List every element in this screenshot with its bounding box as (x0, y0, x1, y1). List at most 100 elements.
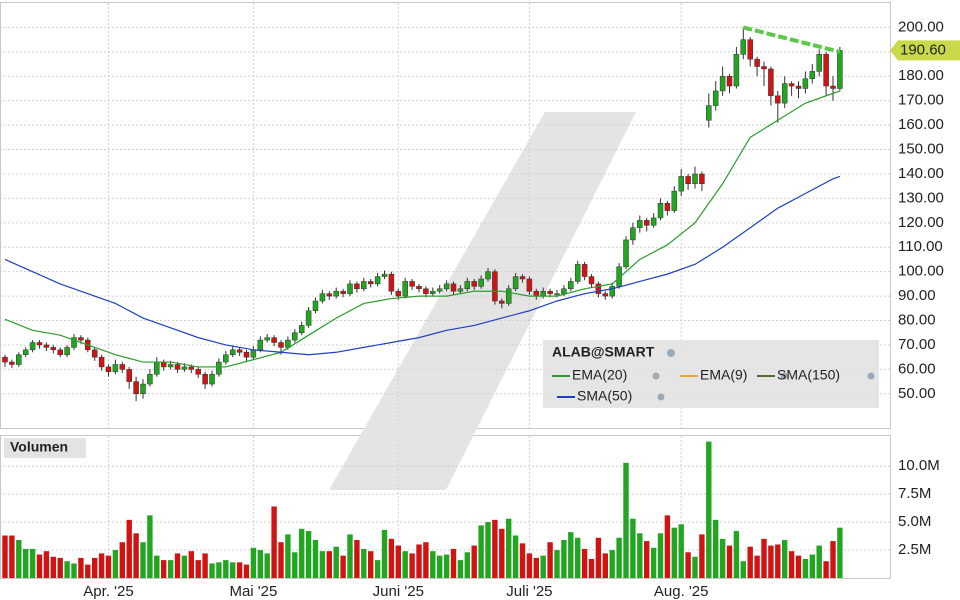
volume-bar (506, 518, 512, 578)
candle-body (830, 85, 836, 89)
legend-box (543, 340, 879, 408)
volume-bar (809, 554, 815, 578)
candle-body (754, 58, 760, 67)
candle-body (78, 337, 84, 341)
volume-bar (312, 539, 319, 578)
volume-bar (547, 542, 553, 578)
candle-body (257, 339, 264, 351)
volume-bar (85, 564, 91, 578)
volume-bar (43, 551, 50, 578)
volume-label-box (4, 438, 86, 458)
marks (2, 25, 843, 578)
legend-label: EMA(20) (572, 367, 627, 383)
volume-bar (788, 551, 795, 578)
legend-icon[interactable] (667, 349, 675, 357)
y-tick-label: 110.00 (898, 238, 943, 255)
volume-bar (699, 534, 705, 578)
candle-body (354, 283, 360, 290)
x-tick-label: Juni '25 (373, 583, 424, 600)
volume-bar (181, 555, 188, 578)
legend-toggle[interactable] (657, 393, 665, 401)
legend-toggle[interactable] (780, 372, 788, 380)
candle-body (574, 264, 581, 282)
volume-title: Volumen (10, 439, 68, 455)
volume-bar (98, 553, 105, 578)
candle-body (671, 190, 678, 211)
candle-body (264, 337, 270, 341)
candle-body (271, 337, 277, 343)
volume-bar (78, 557, 84, 578)
candle-body (29, 342, 36, 351)
legend-label: SMA(50) (577, 388, 632, 404)
candle-body (154, 361, 160, 375)
volume-bar (299, 528, 305, 578)
volume-tick-label: 10.0M (898, 457, 940, 474)
price-tag-label: 190.60 (900, 41, 946, 58)
volume-bar (71, 563, 77, 578)
legend-label: EMA(9) (700, 367, 747, 383)
y-tick-label: 180.00 (898, 67, 944, 84)
volume-bar (230, 562, 236, 578)
candle-body (381, 273, 388, 277)
volume-bar (588, 558, 595, 578)
volume-bar (174, 553, 181, 578)
volume-bar (278, 542, 284, 578)
candle-body (726, 76, 733, 87)
candle-body (395, 290, 402, 297)
volume-bar (126, 519, 132, 578)
candle-body (347, 283, 353, 294)
candle-body (22, 349, 29, 355)
y-tick-label: 80.00 (898, 311, 936, 328)
candle-body (195, 369, 201, 375)
y-tick-label: 60.00 (898, 360, 936, 377)
candle-body (478, 278, 484, 287)
candle-body (140, 383, 146, 395)
candle-body (761, 66, 767, 70)
volume-bar (333, 546, 339, 578)
candle-body (333, 290, 339, 297)
volume-bar (478, 525, 484, 578)
candle-body (367, 281, 374, 285)
candle-body (112, 364, 119, 373)
candle-body (623, 239, 629, 268)
candle-body (174, 364, 181, 370)
candle-body (2, 356, 8, 363)
volume-bar (581, 548, 588, 578)
legend-toggle[interactable] (867, 372, 875, 380)
legend-title: ALAB@SMART (552, 344, 655, 360)
x-tick-label: Mai '25 (229, 583, 277, 600)
candle-body (630, 227, 636, 241)
volume-bar (561, 539, 567, 578)
volume-bar (437, 555, 443, 578)
volume-bar (430, 551, 436, 578)
candle-body (57, 349, 63, 355)
legend-toggle[interactable] (652, 372, 660, 380)
volume-bar (471, 545, 477, 578)
candle-body (519, 276, 526, 280)
volume-bar (209, 563, 215, 578)
volume-bar (292, 552, 298, 578)
candle-body (837, 50, 843, 89)
volume-bar (161, 560, 167, 578)
candle-body (250, 349, 257, 358)
candle-body (126, 369, 132, 382)
candle-body (133, 381, 139, 395)
candle-body (788, 83, 795, 87)
volume-bar (368, 551, 374, 578)
volume-bar (409, 553, 415, 578)
volume-bar (112, 550, 119, 578)
volume-bar (802, 558, 809, 578)
volume-bar (616, 537, 622, 578)
volume-bar (195, 560, 201, 578)
volume-bar (271, 506, 277, 578)
candle-body (202, 374, 208, 385)
volume-bar (692, 556, 698, 578)
volume-bar (305, 531, 312, 578)
volume-bar (664, 515, 671, 578)
candle-body (733, 54, 740, 87)
candle-body (643, 220, 650, 226)
volume-tick-label: 7.5M (898, 485, 931, 502)
candle-body (740, 39, 747, 55)
candle-body (181, 366, 188, 370)
